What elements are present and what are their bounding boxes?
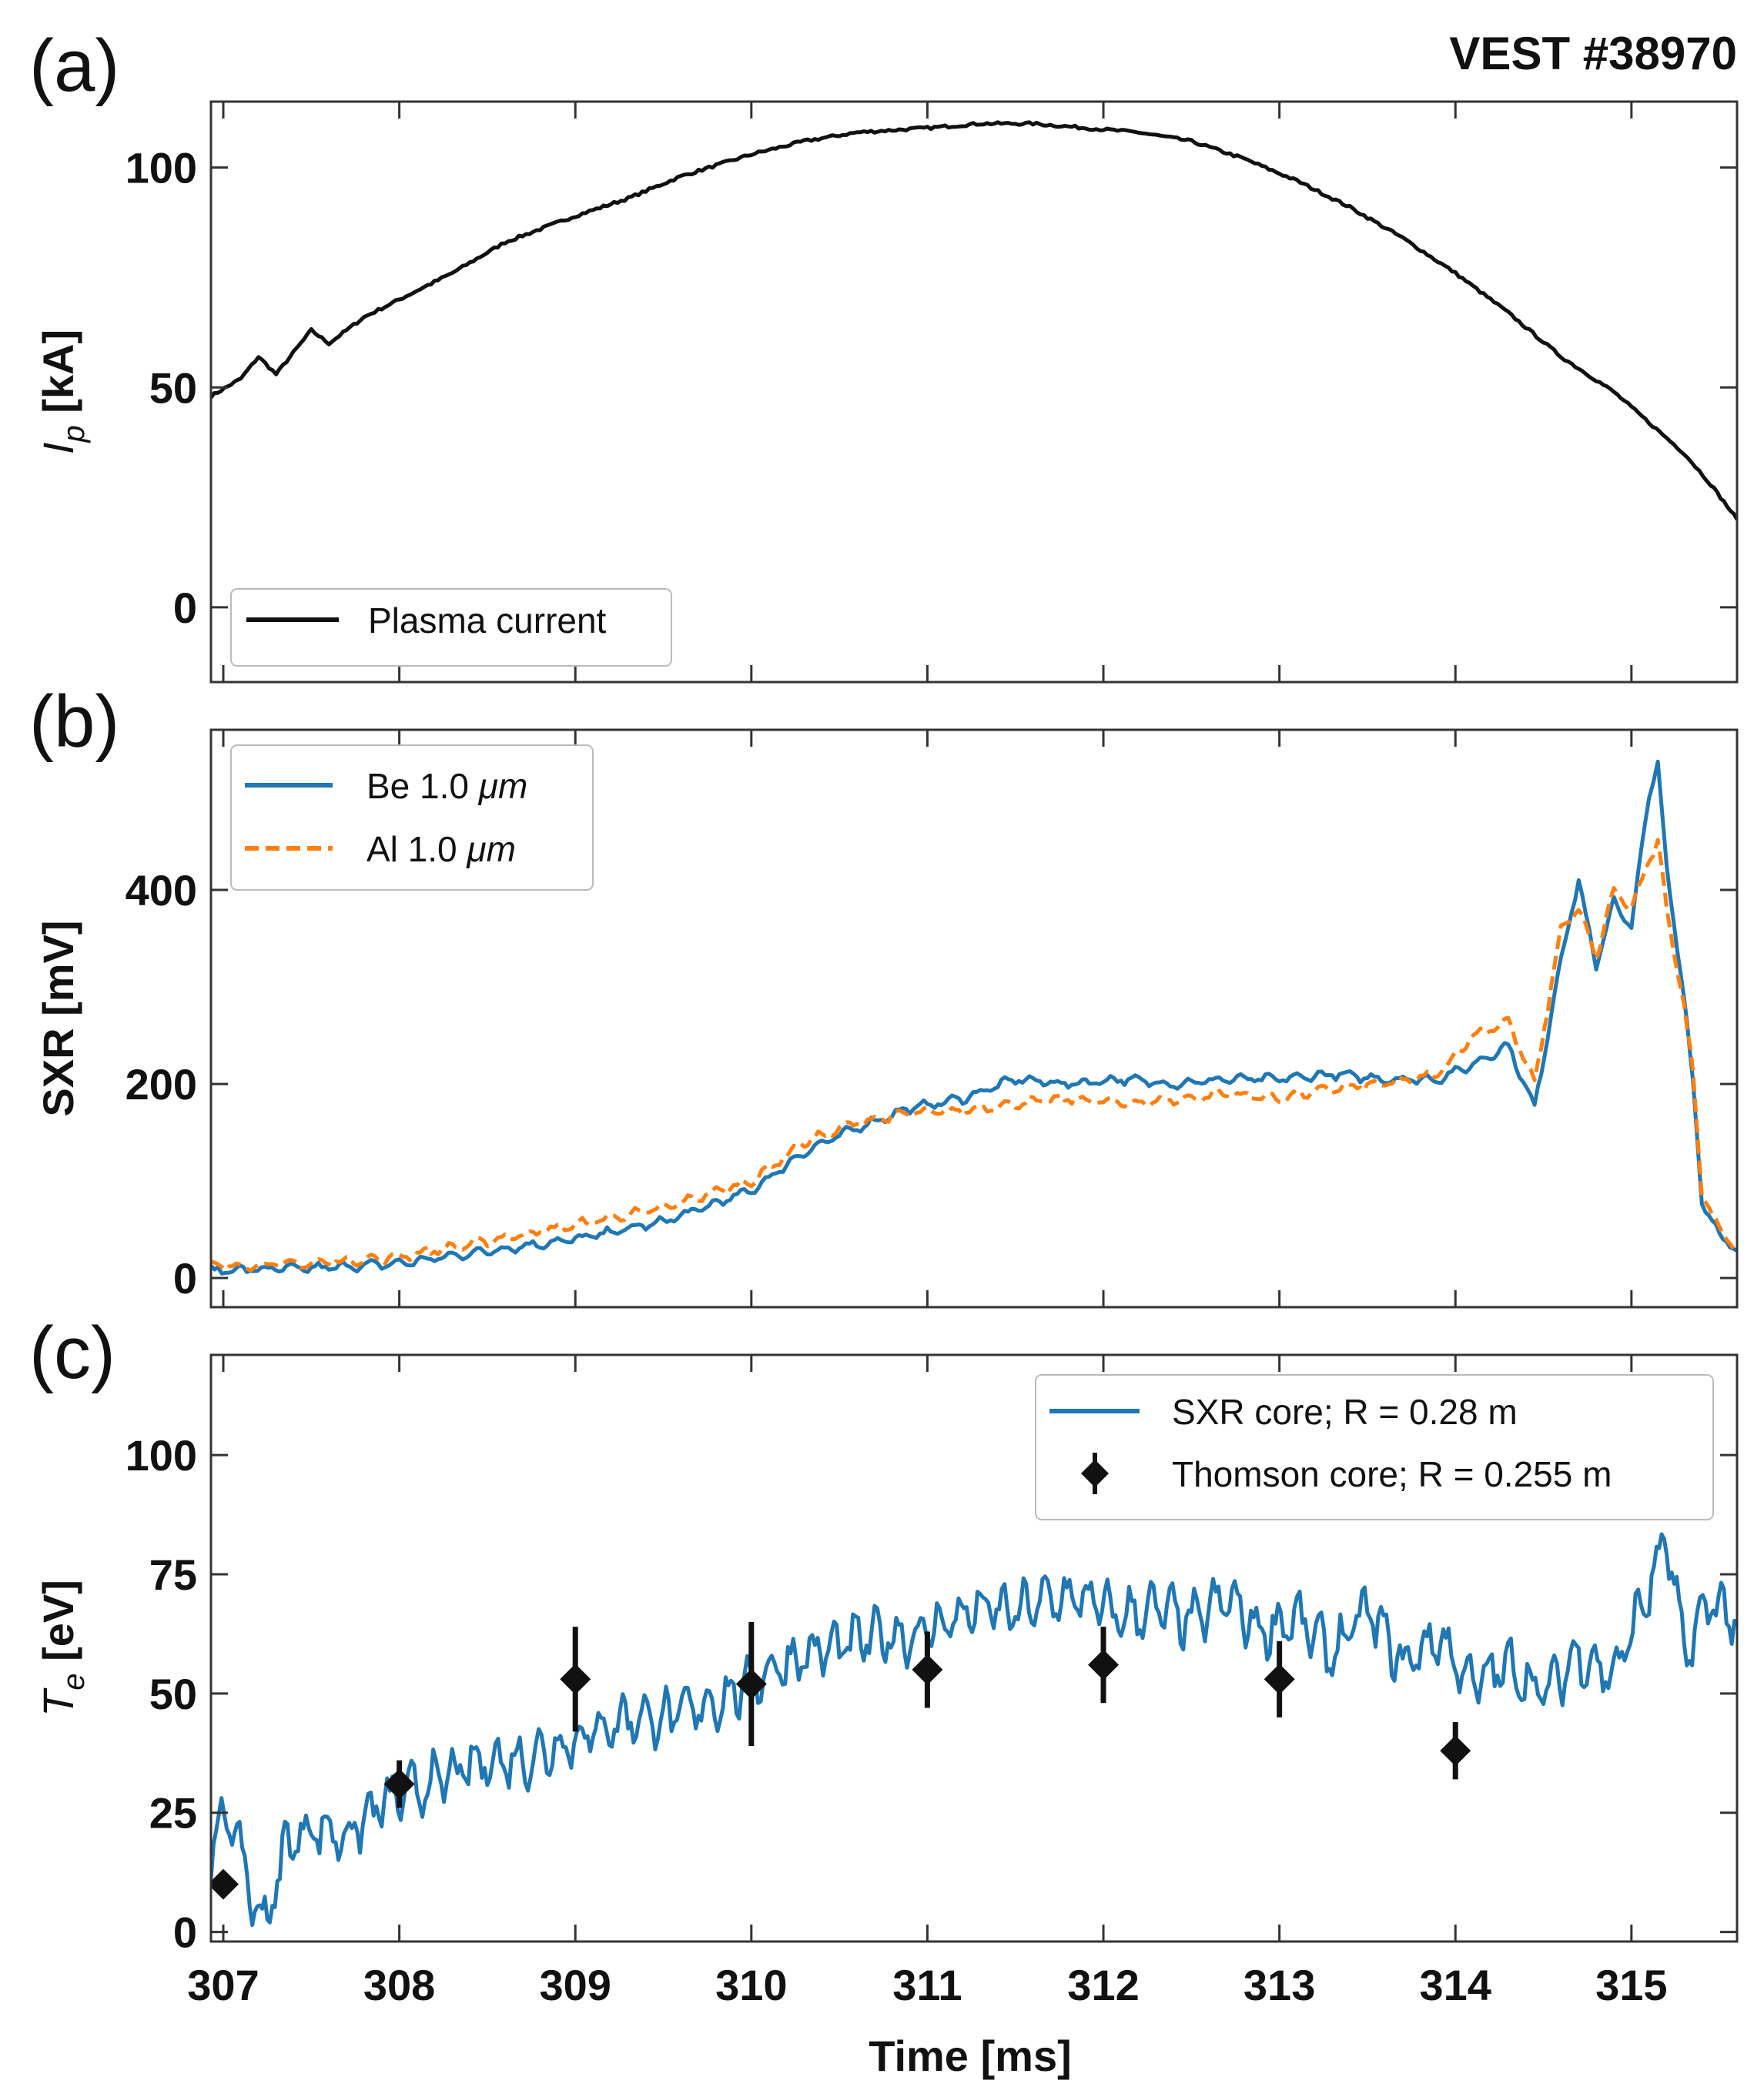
panel-b-data-layer xyxy=(211,759,1737,1276)
panel-c-frame xyxy=(209,1353,1739,1943)
panel-c-ylabel-symbol: T xyxy=(34,1687,82,1717)
panel-a-series-0-line xyxy=(211,120,1737,520)
panel-c-ylabel: Te [eV] xyxy=(34,1580,91,1717)
shot-title: VEST #38970 xyxy=(1449,28,1737,79)
x-tick-label: 308 xyxy=(363,1961,435,2009)
thomson-point xyxy=(560,1664,591,1695)
legend-label-al: Al 1.0 μm xyxy=(367,829,516,869)
x-tick-label: 311 xyxy=(892,1961,962,2009)
panel-b-ticks: 0 200 400 xyxy=(126,730,1737,1307)
thomson-point xyxy=(912,1654,943,1685)
legend-label-al-unit: μm xyxy=(466,829,516,869)
panel-a-ylabel-symbol: I xyxy=(34,443,82,455)
panel-b-ylabel: SXR [mV] xyxy=(34,920,82,1116)
panel-b-ytick-label: 0 xyxy=(173,1254,197,1303)
thomson-point xyxy=(383,1768,415,1800)
thomson-point xyxy=(211,1868,239,1900)
legend-label-be-unit: μm xyxy=(478,766,528,806)
panel-c-ylabel-unit: [eV] xyxy=(34,1580,82,1673)
panel-c-ylabel-subscript: e xyxy=(57,1673,91,1690)
panel-c-legend: SXR core; R = 0.28 m Thomson core; R = 0… xyxy=(1035,1374,1714,1520)
panel-b-ytick-label: 200 xyxy=(126,1060,197,1109)
panel-c-plot-area xyxy=(211,1532,1737,1927)
panel-c-legend-box xyxy=(1035,1374,1714,1520)
panel-a-ylabel-unit: [kA] xyxy=(34,329,82,425)
x-tick-label: 309 xyxy=(539,1961,611,2009)
x-tick-labels: 307 308 309 310 311 312 313 314 315 xyxy=(187,1961,1667,2009)
panel-a-frame xyxy=(209,100,1739,684)
legend-label-be-text: Be 1.0 xyxy=(367,766,479,806)
panel-c: (c) 0 25 50 75 100 Te [eV] SXR core; R = 0.2… xyxy=(29,1312,1739,1957)
panel-c-ytick-label: 25 xyxy=(149,1789,197,1838)
panel-a: (a) 0 50 100 Ip [kA] Plasma current xyxy=(29,25,1739,684)
legend-swatch-thomson-marker xyxy=(1081,1460,1109,1487)
panel-a-ytick-label: 50 xyxy=(149,363,197,412)
x-tick-label: 315 xyxy=(1595,1961,1667,2009)
thomson-point xyxy=(1264,1664,1295,1695)
panel-a-ytick-label: 100 xyxy=(126,144,197,192)
panel-b-plot-area xyxy=(211,759,1737,1276)
legend-label-al-text: Al 1.0 xyxy=(367,829,467,869)
panel-c-ytick-label: 0 xyxy=(173,1908,197,1957)
panel-c-ytick-label: 100 xyxy=(126,1431,197,1480)
legend-label-sxr-core: SXR core; R = 0.28 m xyxy=(1172,1392,1518,1432)
panel-b-ytick-label: 400 xyxy=(126,866,197,915)
x-axis-label: Time [ms] xyxy=(869,2032,1071,2080)
thomson-point xyxy=(1088,1649,1120,1681)
panel-b-series-0-line xyxy=(211,759,1737,1276)
legend-label-plasma-current: Plasma current xyxy=(368,600,607,640)
panel-a-ytick-label: 0 xyxy=(173,584,197,632)
thomson-point xyxy=(1440,1735,1471,1767)
panel-c-letter: (c) xyxy=(29,1312,115,1394)
panel-b-legend: Be 1.0 μm Al 1.0 μm xyxy=(230,744,594,891)
panel-a-legend-box xyxy=(230,588,672,667)
panel-c-data-layer xyxy=(211,1532,1737,1927)
x-tick-label: 313 xyxy=(1244,1961,1315,2009)
thomson-point xyxy=(735,1668,767,1700)
panel-a-letter: (a) xyxy=(29,25,119,107)
x-tick-label: 314 xyxy=(1420,1961,1491,2009)
panel-b-series-1-line xyxy=(211,838,1737,1273)
x-tick-label: 307 xyxy=(187,1961,259,2009)
panel-b-frame xyxy=(209,728,1739,1309)
panel-b-legend-box xyxy=(230,744,594,891)
panel-c-series-0-line xyxy=(211,1532,1737,1927)
panel-a-data-layer xyxy=(211,120,1737,520)
panel-c-ytick-label: 75 xyxy=(149,1550,197,1599)
legend-label-be: Be 1.0 μm xyxy=(367,766,527,806)
legend-label-thomson-core: Thomson core; R = 0.255 m xyxy=(1172,1454,1612,1494)
panel-b: (b) 0 200 400 SXR [mV] Be 1.0 μm Al 1.0 μm xyxy=(29,681,1739,1309)
panel-c-ticks: 0 25 50 75 100 xyxy=(126,1355,1737,1957)
panel-a-legend: Plasma current xyxy=(230,588,672,667)
x-tick-label: 310 xyxy=(715,1961,787,2009)
panel-a-ticks: 0 50 100 xyxy=(126,102,1737,682)
panel-a-plot-area xyxy=(211,120,1737,520)
panel-b-letter: (b) xyxy=(29,681,119,763)
panel-c-ytick-label: 50 xyxy=(149,1670,197,1718)
x-tick-label: 312 xyxy=(1067,1961,1139,2009)
panel-a-ylabel: Ip [kA] xyxy=(34,329,91,454)
panel-a-ylabel-subscript: p xyxy=(57,425,91,443)
